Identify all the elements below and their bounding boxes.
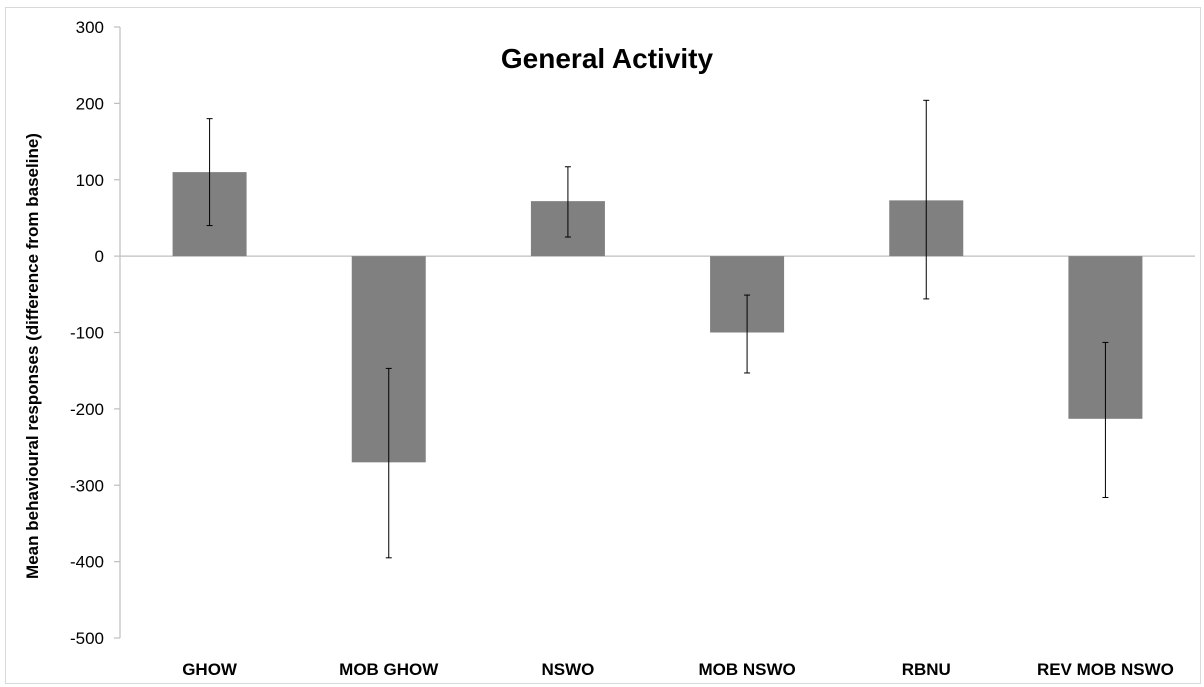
y-tick-label: -500: [70, 629, 104, 648]
chart-frame: [5, 7, 1201, 684]
error-bars: [206, 99, 1109, 559]
bars: [172, 172, 1143, 463]
y-axis-label: Mean behavioural responses (difference f…: [23, 133, 42, 579]
y-tick-label: 300: [76, 18, 104, 37]
y-tick-label: 0: [95, 247, 104, 266]
y-tick-label: -400: [70, 553, 104, 572]
y-tick-label: 200: [76, 94, 104, 113]
y-tick-labels: 300 200 100 0 -100 -200 -300 -400 -500: [70, 18, 104, 648]
chart-title: General Activity: [501, 43, 714, 74]
category-label: GHOW: [182, 660, 238, 679]
category-label: MOB NSWO: [698, 660, 795, 679]
category-labels: GHOW MOB GHOW NSWO MOB NSWO RBNU REV MOB NSWO: [182, 660, 1174, 679]
y-tick-label: -200: [70, 400, 104, 419]
category-label: REV MOB NSWO: [1037, 660, 1174, 679]
y-tick-label: -300: [70, 476, 104, 495]
y-tick-label: -100: [70, 324, 104, 343]
category-label: MOB GHOW: [339, 660, 439, 679]
axes: [114, 26, 1195, 639]
category-label: RBNU: [902, 660, 951, 679]
y-tick-label: 100: [76, 171, 104, 190]
category-label: NSWO: [541, 660, 594, 679]
